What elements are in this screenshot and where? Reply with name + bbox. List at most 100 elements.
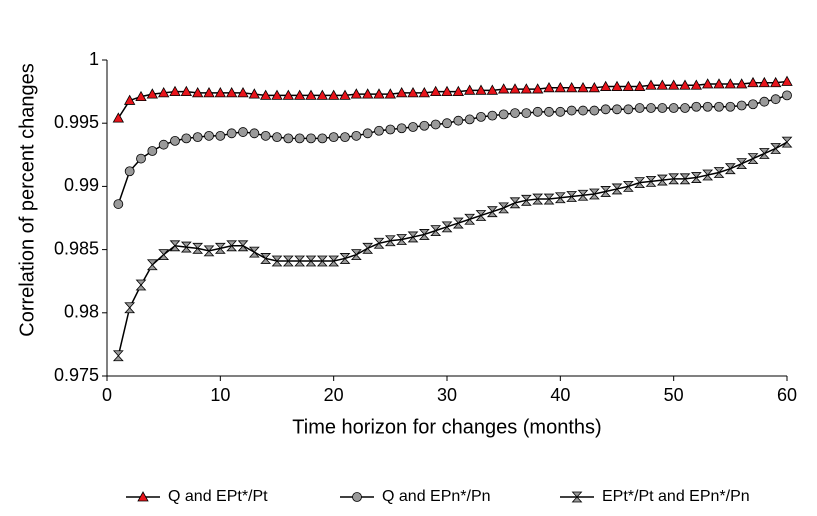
point-marker (531, 83, 544, 94)
point-marker (419, 120, 430, 131)
point-marker (135, 90, 147, 102)
point-marker (249, 128, 260, 139)
point-marker (623, 104, 634, 115)
point-marker (361, 88, 374, 99)
point-marker (294, 255, 306, 267)
point-marker (668, 103, 679, 113)
point-marker (713, 167, 725, 178)
point-marker (475, 210, 487, 221)
point-marker (646, 103, 656, 113)
point-marker (555, 106, 566, 117)
point-marker (192, 242, 204, 254)
x-tick-label: 20 (324, 385, 344, 405)
point-marker (476, 111, 486, 122)
point-marker (226, 240, 238, 252)
point-marker (418, 87, 431, 98)
point-marker (463, 84, 476, 95)
point-marker (702, 169, 714, 181)
x-axis-label: Time horizon for changes (months) (292, 416, 601, 438)
y-axis-label: Correlation of percent changes (16, 63, 38, 337)
point-marker (634, 103, 645, 113)
point-marker (203, 87, 215, 98)
x-tick-label: 0 (102, 385, 112, 405)
point-marker (577, 189, 589, 201)
point-marker (328, 255, 340, 267)
point-marker (225, 87, 238, 98)
point-marker (407, 231, 419, 243)
point-marker (634, 177, 646, 189)
point-marker (588, 188, 600, 200)
point-marker (464, 213, 476, 225)
x-tick-label: 50 (664, 385, 684, 405)
point-marker (146, 259, 158, 271)
point-marker (305, 255, 317, 267)
point-marker (170, 135, 180, 146)
point-marker (588, 81, 601, 93)
point-marker (282, 89, 295, 100)
point-marker (283, 133, 294, 144)
point-marker (769, 76, 782, 88)
point-marker (724, 163, 736, 175)
point-marker (554, 81, 567, 93)
point-marker (305, 89, 317, 100)
point-marker (544, 106, 554, 117)
point-marker (759, 96, 770, 107)
point-marker (429, 85, 442, 96)
point-marker (271, 89, 283, 100)
point-marker (340, 132, 350, 143)
point-marker (667, 79, 680, 90)
legend-marker (571, 491, 583, 503)
point-marker (316, 89, 329, 100)
point-marker (260, 130, 271, 141)
x-tick-label: 10 (210, 385, 230, 405)
point-marker (374, 125, 384, 136)
point-marker (599, 80, 612, 91)
point-marker (611, 80, 623, 91)
point-marker (407, 87, 419, 98)
point-marker (385, 124, 396, 135)
point-marker (112, 350, 124, 362)
legend-label: Q and EPn*/Pn (382, 488, 491, 505)
point-marker (486, 206, 498, 218)
point-marker (578, 105, 588, 116)
point-marker (328, 132, 339, 143)
point-marker (657, 103, 668, 113)
point-marker (611, 183, 623, 195)
point-marker (135, 279, 147, 291)
point-marker (701, 78, 714, 89)
point-marker (565, 81, 578, 93)
point-marker (327, 89, 340, 100)
point-marker (384, 88, 397, 99)
point-marker (430, 119, 441, 130)
point-marker (124, 166, 135, 177)
point-marker (452, 85, 465, 96)
point-marker (554, 192, 566, 204)
point-marker (735, 78, 748, 89)
point-marker (317, 133, 328, 144)
point-marker (668, 173, 680, 185)
point-marker (532, 106, 543, 117)
point-marker (214, 242, 226, 254)
point-marker (656, 79, 669, 90)
point-marker (123, 94, 136, 105)
point-marker (441, 85, 453, 96)
point-marker (724, 78, 737, 89)
point-marker (158, 139, 169, 150)
point-marker (112, 112, 125, 123)
point-marker (453, 115, 464, 126)
point-marker (272, 132, 282, 143)
point-marker (633, 80, 646, 91)
point-marker (509, 197, 521, 209)
point-marker (622, 180, 634, 192)
point-marker (770, 94, 781, 105)
point-marker (452, 217, 464, 229)
point-marker (770, 143, 782, 154)
point-marker (679, 173, 691, 185)
y-tick-label: 0.98 (64, 302, 99, 322)
point-marker (238, 127, 248, 137)
point-marker (339, 253, 351, 264)
point-marker (680, 103, 690, 113)
point-marker (758, 148, 770, 159)
point-marker (350, 88, 363, 99)
